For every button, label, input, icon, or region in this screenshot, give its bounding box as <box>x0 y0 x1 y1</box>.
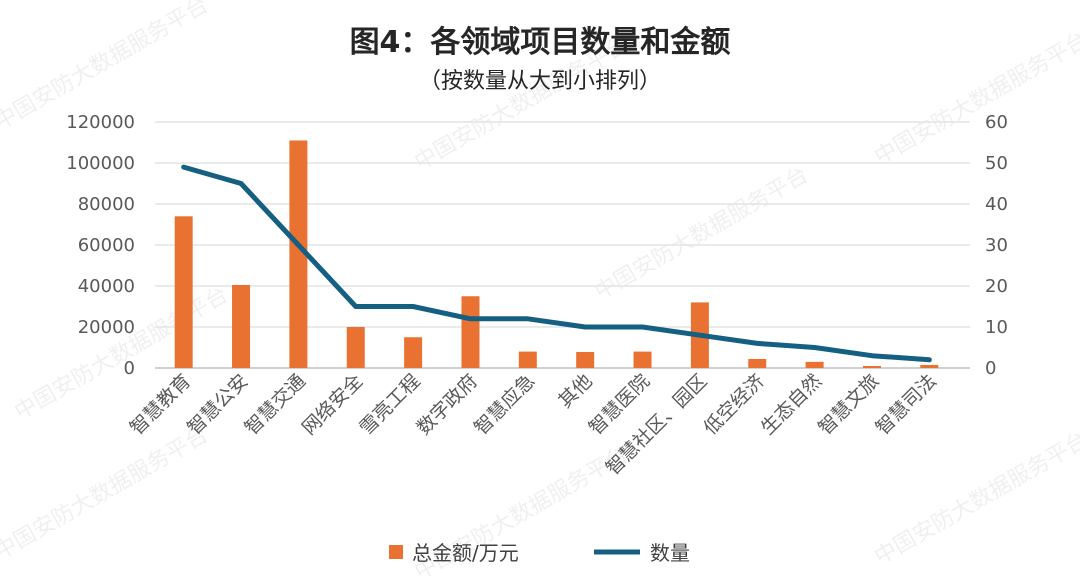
chart-title: 图4：各领域项目数量和金额 <box>350 25 731 60</box>
left-tick-label: 60000 <box>78 235 135 256</box>
bar <box>576 352 595 368</box>
left-tick-label: 20000 <box>78 317 135 338</box>
left-tick-label: 100000 <box>66 153 135 174</box>
right-tick-label: 20 <box>985 276 1008 297</box>
count-line <box>181 164 932 363</box>
bar <box>920 364 939 368</box>
bar <box>518 351 537 368</box>
left-tick-label: 80000 <box>78 194 135 215</box>
bar <box>289 140 308 368</box>
left-tick-label: 40000 <box>78 276 135 297</box>
bar <box>633 351 652 368</box>
left-tick-label: 0 <box>124 358 135 379</box>
bar <box>862 365 881 368</box>
bar <box>805 361 824 368</box>
left-axis: 0 20000 40000 60000 80000 100000 120000 <box>66 112 135 379</box>
legend-line-label: 数量 <box>650 541 690 565</box>
right-axis: 0 10 20 30 40 50 60 <box>985 112 1008 379</box>
bar <box>346 327 365 368</box>
legend-bar-label: 总金额/万元 <box>412 541 519 565</box>
bar-series <box>174 140 939 368</box>
legend-bar-swatch <box>389 545 403 559</box>
bar <box>461 296 480 368</box>
right-tick-label: 50 <box>985 153 1008 174</box>
bar <box>748 358 767 368</box>
right-tick-label: 40 <box>985 194 1008 215</box>
left-tick-label: 120000 <box>66 112 135 133</box>
right-tick-label: 30 <box>985 235 1008 256</box>
line-series <box>181 164 932 363</box>
chart-subtitle: （按数量从大到小排列） <box>419 69 661 94</box>
bar <box>174 216 193 368</box>
right-tick-label: 60 <box>985 112 1008 133</box>
bar <box>404 337 423 368</box>
bar <box>232 284 251 368</box>
right-tick-label: 10 <box>985 317 1008 338</box>
right-tick-label: 0 <box>985 358 996 379</box>
legend: 总金额/万元 数量 <box>389 541 690 565</box>
